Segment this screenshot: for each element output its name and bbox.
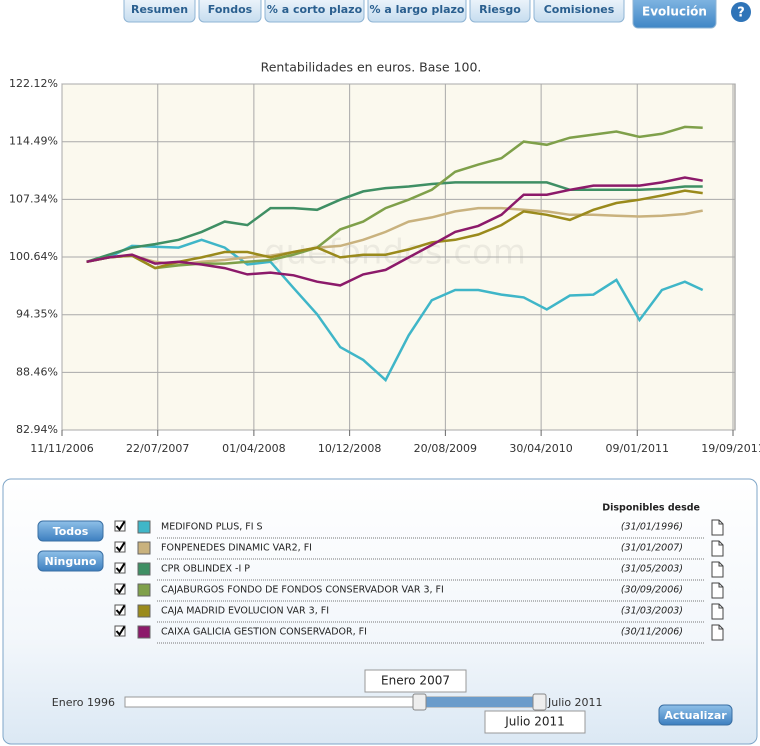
x-tick-label: 09/01/2011	[606, 442, 669, 455]
swatch	[137, 541, 151, 555]
check	[115, 520, 126, 532]
tab[interactable]	[264, 0, 365, 23]
tab-label[interactable]: Comisiones	[544, 3, 615, 16]
swatch	[137, 562, 151, 576]
tab-label[interactable]: % a largo plazo	[369, 3, 464, 16]
active-tab[interactable]	[632, 0, 717, 29]
fund-name: CAJABURGOS FONDO DE FONDOS CONSERVADOR V…	[161, 585, 444, 596]
check	[115, 541, 126, 553]
update-label[interactable]: Actualizar	[664, 709, 727, 722]
y-tick-label: 94.35%	[16, 308, 58, 321]
series-line	[86, 125, 703, 270]
select-button[interactable]	[37, 550, 104, 572]
x-tick-label: 19/09/2011	[701, 442, 760, 455]
y-tick-label: 107.34%	[9, 192, 58, 205]
slider-min: Enero 1996	[52, 696, 115, 709]
fund-panel	[2, 478, 758, 745]
swatch	[137, 520, 151, 534]
fund-name: CAJA MADRID EVOLUCION VAR 3, FI	[161, 606, 329, 617]
series-line	[86, 189, 703, 270]
fund-name: CPR OBLINDEX -I P	[161, 564, 250, 575]
select-button[interactable]	[37, 520, 104, 542]
y-tick-label: 88.46%	[16, 365, 58, 378]
series-line	[86, 176, 703, 287]
help-label[interactable]: ?	[737, 6, 745, 21]
check	[115, 625, 126, 637]
series-line	[86, 238, 704, 383]
checkbox[interactable]	[114, 541, 126, 553]
tab-label[interactable]: Evolución	[642, 5, 707, 19]
x-tick-label: 01/04/2008	[222, 442, 285, 455]
tab[interactable]	[469, 0, 531, 23]
fund-name: CAIXA GALICIA GESTION CONSERVADOR, FI	[161, 627, 367, 638]
x-tick-label: 10/12/2008	[318, 442, 381, 455]
to-box	[484, 710, 586, 734]
fund-name: FONPENEDES DINAMIC VAR2, FI	[161, 543, 312, 554]
y-tick-label: 100.64%	[9, 250, 58, 263]
tab-label[interactable]: Resumen	[131, 3, 188, 16]
y-tick-label: 82.94%	[16, 423, 58, 436]
from-box	[364, 669, 467, 693]
doc-icon[interactable]	[711, 624, 724, 641]
tab[interactable]	[123, 0, 196, 23]
x-tick-label: 20/08/2009	[414, 442, 477, 455]
slider-range	[420, 697, 540, 707]
tab[interactable]	[533, 0, 625, 23]
doc-icon[interactable]	[711, 582, 724, 599]
x-tick-label: 30/04/2010	[509, 442, 572, 455]
tab[interactable]	[367, 0, 467, 23]
doc-icon[interactable]	[711, 561, 724, 578]
doc-icon[interactable]	[711, 519, 724, 536]
tab-label[interactable]: % a corto plazo	[267, 3, 363, 16]
tab-label[interactable]: Fondos	[208, 3, 253, 16]
checkbox[interactable]	[114, 604, 126, 616]
select-button-label[interactable]: Ninguno	[45, 555, 97, 568]
update-button[interactable]	[658, 704, 733, 726]
since-date: (31/05/2003)	[621, 564, 683, 575]
since-date: (30/11/2006)	[621, 627, 683, 638]
check	[115, 583, 126, 595]
since-date: (31/01/2007)	[621, 543, 683, 554]
since-date: (31/01/1996)	[621, 522, 683, 533]
select-button-label[interactable]: Todos	[53, 525, 89, 538]
tab[interactable]	[198, 0, 262, 23]
swatch	[137, 604, 151, 618]
checkbox[interactable]	[114, 625, 126, 637]
since-date: (31/03/2003)	[621, 606, 683, 617]
check	[115, 562, 126, 574]
since-date: (30/09/2006)	[621, 585, 683, 596]
from-label: Enero 2007	[381, 674, 450, 688]
swatch	[137, 625, 151, 639]
slider-handle[interactable]	[412, 693, 427, 711]
swatch	[137, 583, 151, 597]
help-button[interactable]	[731, 2, 751, 22]
y-tick-label: 114.49%	[9, 135, 58, 148]
y-tick-label: 122.12%	[9, 77, 58, 90]
check	[115, 604, 126, 616]
slider-handle[interactable]	[532, 693, 547, 711]
slider-max: Julio 2011	[547, 696, 603, 709]
checkbox[interactable]	[114, 583, 126, 595]
x-tick-label: 22/07/2007	[126, 442, 189, 455]
x-tick-label: 11/11/2006	[30, 442, 93, 455]
doc-icon[interactable]	[711, 540, 724, 557]
fund-name: MEDIFOND PLUS, FI S	[161, 522, 263, 533]
tab-label[interactable]: Riesgo	[479, 3, 521, 16]
series-line	[86, 181, 703, 263]
to-label: Julio 2011	[504, 715, 565, 729]
chart-title: Rentabilidades en euros. Base 100.	[261, 60, 482, 75]
since-header: Disponibles desde	[602, 503, 700, 514]
doc-icon[interactable]	[711, 603, 724, 620]
checkbox[interactable]	[114, 562, 126, 574]
checkbox[interactable]	[114, 520, 126, 532]
